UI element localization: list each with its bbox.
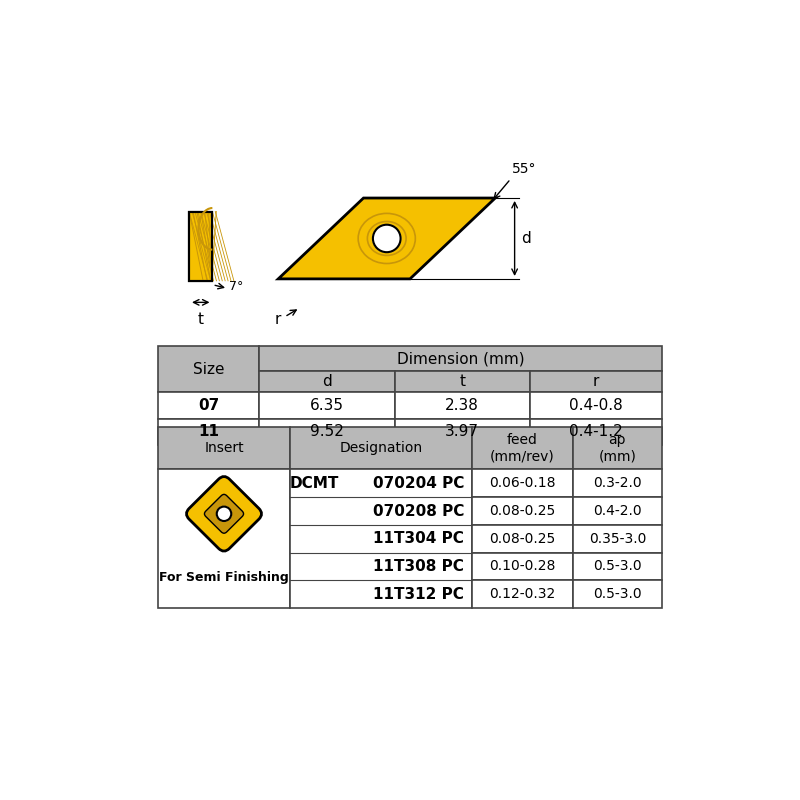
- Text: 0.10-0.28: 0.10-0.28: [489, 559, 555, 574]
- Text: For Semi Finishing: For Semi Finishing: [159, 571, 289, 584]
- Bar: [290, 470, 472, 608]
- Bar: [394, 371, 530, 393]
- Bar: [259, 371, 394, 393]
- Text: 0.35-3.0: 0.35-3.0: [589, 532, 646, 546]
- Text: Designation: Designation: [339, 442, 422, 455]
- Text: 070208 PC: 070208 PC: [373, 503, 464, 518]
- Bar: [472, 553, 573, 580]
- Bar: [259, 346, 662, 371]
- Text: ap
(mm): ap (mm): [598, 433, 636, 463]
- Bar: [573, 525, 662, 553]
- Text: 55°: 55°: [512, 162, 537, 177]
- Bar: [530, 393, 662, 418]
- Bar: [158, 346, 259, 393]
- Text: 0.06-0.18: 0.06-0.18: [489, 476, 556, 490]
- Text: DCMT: DCMT: [290, 476, 339, 491]
- Text: r: r: [275, 312, 282, 326]
- Text: d: d: [322, 374, 331, 389]
- Text: 6.35: 6.35: [310, 398, 344, 413]
- Circle shape: [373, 225, 401, 252]
- PathPatch shape: [205, 494, 243, 534]
- Bar: [472, 525, 573, 553]
- Bar: [573, 497, 662, 525]
- Bar: [158, 427, 290, 470]
- Bar: [472, 427, 573, 470]
- PathPatch shape: [186, 477, 262, 551]
- Text: 7°: 7°: [230, 281, 244, 294]
- Text: 0.5-3.0: 0.5-3.0: [593, 559, 642, 574]
- Text: t: t: [198, 312, 204, 326]
- Bar: [573, 580, 662, 608]
- Text: Dimension (mm): Dimension (mm): [397, 351, 524, 366]
- Bar: [530, 371, 662, 393]
- Bar: [158, 393, 259, 418]
- Polygon shape: [189, 211, 212, 281]
- Text: 07: 07: [198, 398, 219, 413]
- Bar: [259, 393, 394, 418]
- Bar: [472, 497, 573, 525]
- Bar: [259, 418, 394, 445]
- Bar: [573, 470, 662, 497]
- Text: r: r: [593, 374, 599, 389]
- Text: 9.52: 9.52: [310, 424, 344, 439]
- Text: 0.08-0.25: 0.08-0.25: [490, 504, 555, 518]
- Text: d: d: [521, 231, 530, 246]
- Text: 070204 PC: 070204 PC: [373, 476, 464, 491]
- Text: 0.4-2.0: 0.4-2.0: [593, 504, 642, 518]
- Text: 0.4-1.2: 0.4-1.2: [569, 424, 623, 439]
- Bar: [394, 418, 530, 445]
- Bar: [394, 393, 530, 418]
- Text: 2.38: 2.38: [446, 398, 479, 413]
- Text: 0.3-2.0: 0.3-2.0: [593, 476, 642, 490]
- Text: feed
(mm/rev): feed (mm/rev): [490, 433, 554, 463]
- Bar: [573, 427, 662, 470]
- Text: Size: Size: [193, 362, 224, 377]
- Circle shape: [217, 506, 231, 521]
- Text: 0.08-0.25: 0.08-0.25: [490, 532, 555, 546]
- Bar: [530, 418, 662, 445]
- Text: 11T308 PC: 11T308 PC: [374, 559, 464, 574]
- Polygon shape: [278, 198, 495, 279]
- Bar: [573, 553, 662, 580]
- Bar: [472, 470, 573, 497]
- Text: 0.4-0.8: 0.4-0.8: [569, 398, 623, 413]
- Text: t: t: [459, 374, 466, 389]
- Bar: [158, 418, 259, 445]
- Text: Insert: Insert: [204, 442, 244, 455]
- Bar: [472, 580, 573, 608]
- Text: 0.12-0.32: 0.12-0.32: [490, 587, 555, 601]
- Text: 11T304 PC: 11T304 PC: [374, 531, 464, 546]
- Text: 3.97: 3.97: [446, 424, 479, 439]
- Bar: [290, 427, 472, 470]
- Text: 0.5-3.0: 0.5-3.0: [593, 587, 642, 601]
- Bar: [158, 470, 290, 608]
- Text: 11T312 PC: 11T312 PC: [374, 586, 464, 602]
- Text: 11: 11: [198, 424, 219, 439]
